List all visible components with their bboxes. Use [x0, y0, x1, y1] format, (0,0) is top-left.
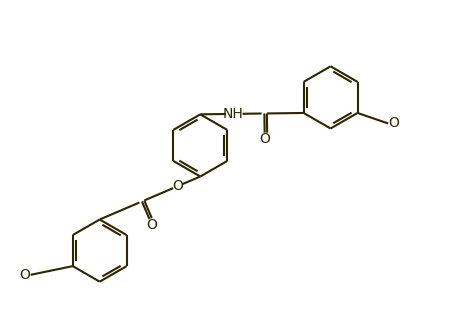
- Text: O: O: [259, 132, 269, 146]
- Text: O: O: [20, 268, 31, 282]
- Text: NH: NH: [223, 107, 243, 121]
- Text: O: O: [172, 179, 183, 193]
- Text: O: O: [146, 218, 157, 232]
- Text: O: O: [387, 117, 398, 130]
